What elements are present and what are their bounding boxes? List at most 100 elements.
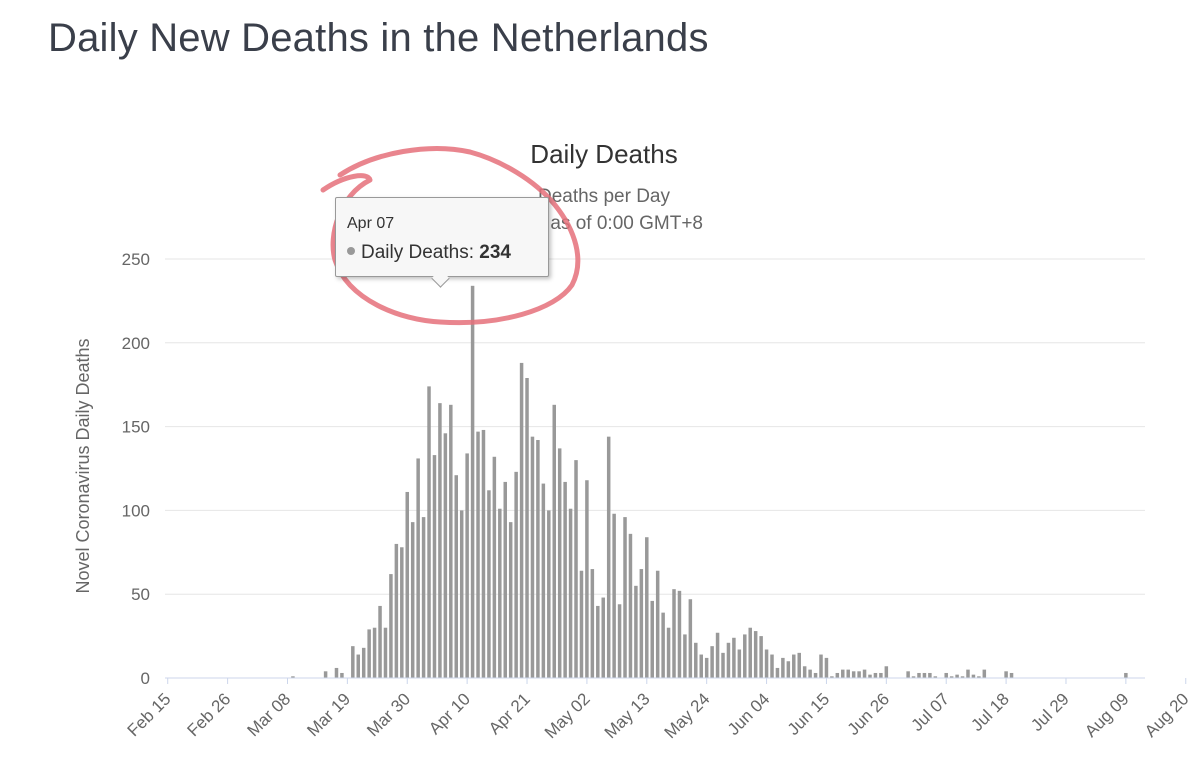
bar[interactable] xyxy=(459,510,464,678)
bar[interactable] xyxy=(699,654,703,678)
bar[interactable] xyxy=(770,654,774,678)
bar[interactable] xyxy=(879,672,883,678)
bar[interactable] xyxy=(819,654,823,678)
bar[interactable] xyxy=(334,667,339,678)
bar[interactable] xyxy=(753,631,758,678)
bar[interactable] xyxy=(383,627,388,678)
bar[interactable] xyxy=(574,460,578,678)
bar[interactable] xyxy=(1124,672,1128,678)
bar[interactable] xyxy=(917,672,921,678)
bar[interactable] xyxy=(672,589,676,678)
bar[interactable] xyxy=(737,649,742,678)
bar[interactable] xyxy=(726,642,731,678)
bar[interactable] xyxy=(982,669,987,678)
bar[interactable] xyxy=(443,433,448,678)
bar[interactable] xyxy=(585,480,589,678)
bar[interactable] xyxy=(356,654,361,678)
bar[interactable] xyxy=(824,657,829,678)
bar[interactable] xyxy=(1009,672,1014,678)
bar[interactable] xyxy=(514,471,518,678)
bar[interactable] xyxy=(492,456,497,678)
bar[interactable] xyxy=(813,672,818,678)
bar[interactable] xyxy=(470,285,475,678)
bar[interactable] xyxy=(291,676,295,678)
bar[interactable] xyxy=(628,533,633,678)
bar[interactable] xyxy=(557,448,562,678)
bar[interactable] xyxy=(378,605,382,678)
bar[interactable] xyxy=(775,667,780,678)
bar[interactable] xyxy=(530,436,535,678)
bar[interactable] xyxy=(552,404,557,678)
bar[interactable] xyxy=(884,666,889,678)
bar[interactable] xyxy=(421,517,426,678)
bar[interactable] xyxy=(432,455,437,678)
bar[interactable] xyxy=(487,490,491,678)
bar[interactable] xyxy=(868,674,872,678)
bar[interactable] xyxy=(623,517,627,678)
bar[interactable] xyxy=(563,481,567,678)
bar[interactable] xyxy=(748,627,752,678)
bar[interactable] xyxy=(465,453,469,678)
bar[interactable] xyxy=(688,599,693,678)
bar[interactable] xyxy=(650,600,654,678)
bar[interactable] xyxy=(454,475,459,678)
bar[interactable] xyxy=(802,666,807,678)
bar[interactable] xyxy=(427,386,431,678)
bar[interactable] xyxy=(666,627,671,678)
bar[interactable] xyxy=(498,508,502,678)
bar[interactable] xyxy=(944,672,948,678)
bar[interactable] xyxy=(922,672,927,678)
bar[interactable] xyxy=(764,649,769,678)
bar[interactable] xyxy=(851,671,856,678)
bar[interactable] xyxy=(830,676,834,678)
bar[interactable] xyxy=(601,597,605,678)
bar[interactable] xyxy=(797,652,801,678)
bar[interactable] xyxy=(606,436,611,678)
bar[interactable] xyxy=(966,669,970,678)
bar[interactable] xyxy=(743,634,747,678)
bar[interactable] xyxy=(911,676,916,678)
bar[interactable] xyxy=(438,403,442,678)
bar[interactable] xyxy=(639,569,644,678)
bar[interactable] xyxy=(645,537,649,678)
bar[interactable] xyxy=(503,481,508,678)
bar[interactable] xyxy=(547,510,551,678)
bar[interactable] xyxy=(508,522,513,678)
bar[interactable] xyxy=(960,676,965,678)
bar[interactable] xyxy=(792,654,796,678)
bar[interactable] xyxy=(846,669,850,678)
bar[interactable] xyxy=(367,629,371,678)
bar[interactable] xyxy=(481,429,486,678)
bar[interactable] xyxy=(694,642,698,678)
bar[interactable] xyxy=(655,570,660,678)
bar[interactable] xyxy=(759,636,763,678)
bar[interactable] xyxy=(394,543,399,678)
bar[interactable] xyxy=(949,676,954,678)
bar[interactable] xyxy=(710,646,714,678)
bar[interactable] xyxy=(808,669,812,678)
bar[interactable] xyxy=(389,574,393,678)
bar[interactable] xyxy=(476,431,480,678)
bar[interactable] xyxy=(351,646,355,678)
bar[interactable] xyxy=(372,627,377,678)
bar[interactable] xyxy=(857,671,861,678)
bar[interactable] xyxy=(617,604,622,678)
bar[interactable] xyxy=(340,672,344,678)
bar[interactable] xyxy=(677,590,682,678)
bar[interactable] xyxy=(715,632,720,678)
bar[interactable] xyxy=(400,547,404,678)
bar[interactable] xyxy=(781,657,785,678)
bar[interactable] xyxy=(590,569,595,678)
bar[interactable] xyxy=(683,634,687,678)
bar[interactable] xyxy=(1004,671,1008,678)
bar[interactable] xyxy=(449,404,453,678)
bar[interactable] xyxy=(955,674,959,678)
bar[interactable] xyxy=(416,458,420,678)
bar[interactable] xyxy=(933,676,938,678)
bar[interactable] xyxy=(634,585,638,678)
bar[interactable] xyxy=(841,669,845,678)
bar[interactable] xyxy=(405,491,410,678)
bar[interactable] xyxy=(579,570,584,678)
bar[interactable] xyxy=(525,378,529,678)
bar[interactable] xyxy=(786,661,791,678)
